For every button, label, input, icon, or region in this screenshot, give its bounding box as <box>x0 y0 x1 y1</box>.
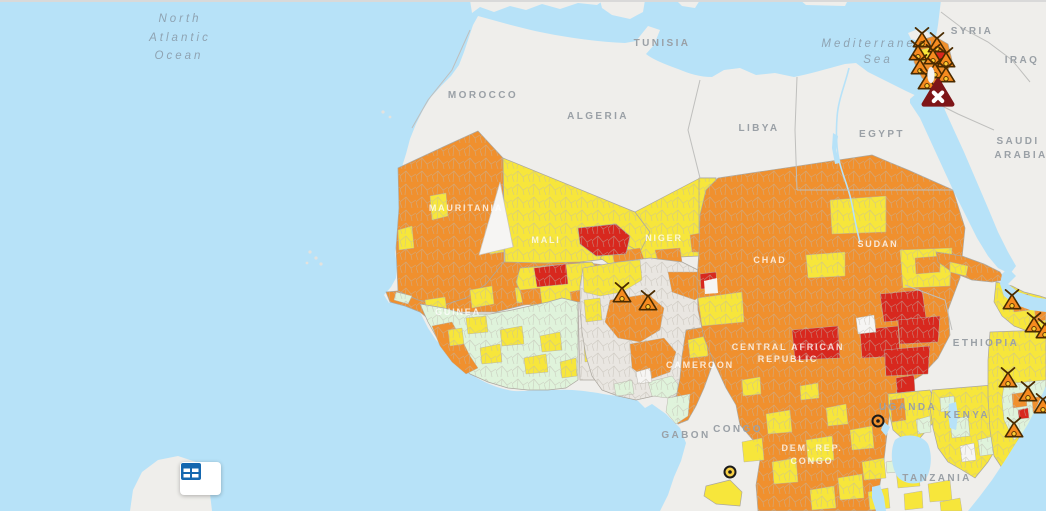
country-label: CONGO <box>713 424 763 435</box>
country-label: TUNISIA <box>634 38 691 49</box>
sicily-land <box>676 0 700 8</box>
ocean-label: North <box>158 13 201 25</box>
region-label: MAURITANIA <box>429 203 503 213</box>
region-label: CONGO <box>790 456 833 466</box>
water-layer <box>832 67 1046 511</box>
table-grid-icon <box>181 463 201 480</box>
region-label: REPUBLIC <box>758 354 818 364</box>
lake-tanganyika <box>872 485 886 511</box>
nile-river <box>835 67 861 243</box>
country-label: SAUDI <box>996 136 1039 147</box>
country-label: ARABIA <box>994 150 1046 161</box>
region-label: DEM. REP. <box>781 443 842 453</box>
map-labels: North Atlantic Ocean Mediterranean Sea TUNISI… <box>148 13 1046 484</box>
iberia-land <box>470 0 604 13</box>
region-label: MALI <box>531 235 560 245</box>
country-label: UGANDA <box>879 402 937 413</box>
lake-nasser <box>832 133 840 164</box>
window-edge <box>0 0 1046 2</box>
gulf-of-suez <box>914 95 926 122</box>
ocean-label: Atlantic <box>148 32 211 44</box>
no-data-triangle <box>478 181 514 256</box>
map-markers <box>612 27 1046 479</box>
country-label: EGYPT <box>859 129 905 140</box>
country-label: ALGERIA <box>567 111 629 122</box>
country-label: ETHIOPIA <box>953 338 1019 349</box>
alert-bullseye-marker[interactable] <box>871 414 885 428</box>
indian-ocean-corner <box>968 386 1046 511</box>
lake-albert <box>881 422 890 436</box>
lake-chad-dry <box>704 278 718 294</box>
country-label: GABON <box>661 430 710 441</box>
data-table-button[interactable] <box>180 462 221 495</box>
region-label: GUINEA <box>435 307 481 317</box>
country-label: MOROCCO <box>448 90 518 101</box>
ocean-label: Sea <box>863 54 892 66</box>
red-sea <box>910 84 1016 274</box>
region-label: NIGER <box>645 233 683 243</box>
marker-stack-connector <box>927 66 935 84</box>
sardinia-land <box>600 0 645 19</box>
country-label: SYRIA <box>951 26 994 37</box>
region-label: SUDAN <box>857 239 898 249</box>
alert-bullseye-marker[interactable] <box>723 465 737 479</box>
cape-verde-islands <box>305 110 392 266</box>
region-label: CHAD <box>753 255 786 265</box>
region-label: CENTRAL AFRICAN <box>732 342 845 352</box>
country-label: LIBYA <box>738 123 779 134</box>
lake-turkana <box>948 402 958 430</box>
ocean-label: Mediterranean <box>821 38 934 50</box>
country-label: TANZANIA <box>902 473 972 484</box>
country-label: IRAQ <box>1005 55 1040 66</box>
lake-victoria <box>891 435 931 484</box>
region-label: CAMEROON <box>666 360 734 370</box>
ocean-label: Ocean <box>155 50 204 62</box>
country-label: KENYA <box>944 410 990 421</box>
